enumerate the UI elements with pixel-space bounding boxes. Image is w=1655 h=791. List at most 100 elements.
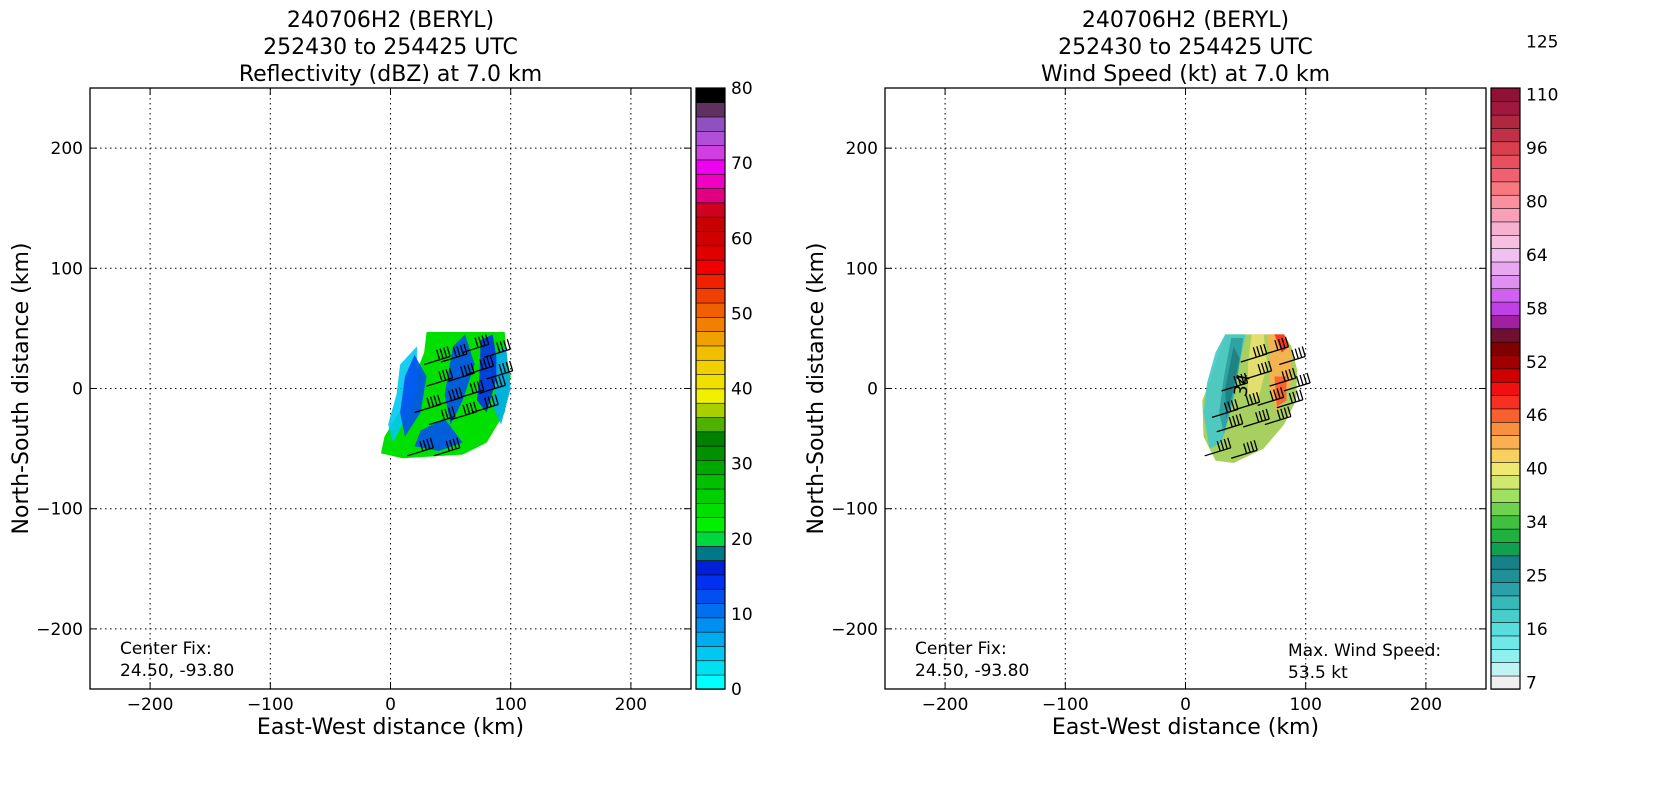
- colorbar-swatch: [695, 445, 726, 461]
- x-axis-label: East-West distance (km): [257, 715, 524, 740]
- wind-barb-shaft: [448, 372, 475, 382]
- wind-barb-feather: [1259, 344, 1264, 356]
- wind-barb-feather: [422, 439, 427, 451]
- colorbar-swatch: [1490, 635, 1521, 650]
- center-fix-annotation: 24.50, -93.80: [120, 661, 234, 681]
- wind-barb-feather: [451, 389, 456, 400]
- wind-barb-feather: [1230, 400, 1236, 411]
- wind-barb-feather: [1276, 388, 1281, 399]
- wind-barb-shaft: [1221, 382, 1248, 392]
- y-tick-label: 200: [846, 139, 878, 159]
- wind-barb-feather: [476, 381, 481, 392]
- colorbar-swatch: [1490, 581, 1521, 597]
- colorbar-swatch: [1490, 595, 1521, 610]
- wind-barb-feather: [503, 340, 508, 351]
- y-tick-label: 0: [72, 380, 83, 400]
- y-tick-label: −200: [831, 620, 878, 640]
- wind-barb-feather: [1299, 374, 1304, 386]
- colorbar-swatch: [1490, 448, 1521, 463]
- x-tick-label: −100: [247, 695, 294, 715]
- storm-echo: 34: [1202, 334, 1311, 464]
- wind-barb-feather: [477, 336, 483, 347]
- wind-barb-shaft: [1264, 415, 1292, 426]
- colorbar-swatch: [1490, 675, 1521, 690]
- colorbar-swatch: [695, 516, 726, 533]
- chart-title-line: 240706H2 (BERYL): [1082, 8, 1289, 33]
- colorbar-swatch: [1490, 461, 1521, 477]
- x-tick-label: −200: [127, 695, 174, 715]
- y-tick-label: 100: [51, 259, 83, 279]
- wind-barb-feather: [455, 388, 460, 399]
- x-tick-label: −100: [1042, 695, 1089, 715]
- wind-barb-feather: [502, 362, 507, 374]
- colorbar-tick-label: 110: [1526, 86, 1558, 106]
- colorbar-swatch: [1490, 408, 1521, 423]
- wind-barb-shaft: [414, 403, 441, 414]
- wind-barb-shaft: [450, 411, 477, 421]
- wind-barb-feather: [509, 360, 514, 372]
- colorbar-tick-label: 20: [731, 530, 753, 550]
- colorbar-tick-label: 64: [1526, 246, 1548, 266]
- wind-barb-feather: [1220, 439, 1225, 451]
- wind-barb-shaft: [1283, 382, 1311, 392]
- wind-barb-feather: [1227, 401, 1232, 412]
- wind-barb-feather: [1245, 395, 1250, 406]
- colorbar-tick-label: 7: [1526, 673, 1537, 693]
- colorbar-swatch: [1490, 661, 1521, 677]
- colorbar-swatch: [1490, 501, 1521, 517]
- wind-barb-feather: [456, 437, 461, 448]
- colorbar-tick-label: 0: [731, 680, 742, 700]
- wind-barb-feather: [1284, 336, 1290, 348]
- y-tick-label: −200: [36, 620, 83, 640]
- wind-barb-feather: [1292, 391, 1297, 403]
- colorbar-swatch: [1490, 568, 1521, 583]
- wind-barb-feather: [491, 378, 496, 389]
- center-fix-annotation: 24.50, -93.80: [915, 661, 1029, 681]
- colorbar-swatch: [1490, 328, 1521, 343]
- colorbar-swatch: [695, 116, 726, 132]
- colorbar-swatch: [695, 617, 726, 633]
- colorbar-swatch: [1490, 314, 1521, 330]
- wind-band: [1225, 346, 1240, 419]
- wind-barb-feather: [1302, 373, 1308, 385]
- wind-barb-feather: [1223, 402, 1229, 413]
- x-tick-label: 0: [1180, 695, 1191, 715]
- y-tick-label: −100: [831, 500, 878, 520]
- wind-barb-feather: [469, 402, 474, 414]
- echo-band: [444, 334, 475, 425]
- wind-barb-feather: [1288, 392, 1293, 404]
- colorbar-swatch: [1490, 127, 1521, 143]
- wind-barb-shaft: [1216, 423, 1243, 433]
- colorbar-swatch: [1490, 648, 1521, 663]
- colorbar-swatch: [695, 574, 726, 590]
- colorbar-swatch: [695, 388, 726, 404]
- colorbar-swatch: [695, 488, 726, 504]
- wind-barb-feather: [1228, 416, 1233, 428]
- wind-barb-feather: [1281, 371, 1286, 382]
- colorbar-swatch: [1490, 234, 1521, 249]
- panel-reflectivity: 240706H2 (BERYL)252430 to 254425 UTCRefl…: [9, 8, 753, 740]
- wind-barb-feather: [498, 376, 503, 387]
- colorbar-swatch: [695, 259, 726, 275]
- colorbar-swatch: [1490, 181, 1521, 196]
- wind-barb-feather: [1276, 409, 1281, 421]
- wind-barb-feather: [1232, 415, 1237, 427]
- wind-barb-shaft: [1257, 396, 1284, 406]
- wind-barb-feather: [463, 365, 468, 376]
- colorbar-swatch: [1490, 288, 1521, 303]
- wind-barb-feather: [1234, 399, 1239, 410]
- wind-barb-shaft: [1243, 418, 1270, 428]
- wind-barb-feather: [419, 440, 424, 452]
- wind-barb-shaft: [423, 355, 451, 366]
- wind-barb-feather: [479, 359, 484, 370]
- wind-barb-feather: [506, 339, 511, 350]
- wind-barb-feather: [1294, 348, 1299, 359]
- colorbar-swatch: [695, 130, 726, 146]
- y-tick-label: 200: [51, 139, 83, 159]
- colorbar-tick-label: 58: [1526, 299, 1548, 319]
- colorbar-swatch: [1490, 528, 1521, 543]
- wind-barb-feather: [1301, 346, 1306, 357]
- panel-wind-speed: 240706H2 (BERYL)252430 to 254425 UTCWind…: [804, 8, 1558, 740]
- x-axis-label: East-West distance (km): [1052, 715, 1319, 740]
